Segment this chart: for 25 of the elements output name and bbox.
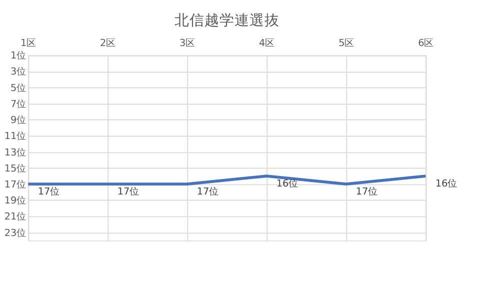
y-tick-label: 23位 [4,226,27,239]
y-tick-label: 13位 [4,146,27,158]
y-tick-label: 19位 [4,194,27,207]
data-label: 16位 [435,178,458,190]
y-tick-label: 11位 [4,130,27,142]
x-tick-label: 4区 [259,38,276,50]
x-tick-label: 1区 [20,38,37,50]
x-tick-label: 3区 [180,38,196,50]
y-tick-label: 7位 [10,98,27,110]
y-tick-label: 17位 [4,178,27,190]
data-label: 17位 [38,186,60,198]
y-tick-label: 15位 [4,162,27,174]
y-tick-label: 3位 [10,66,27,78]
chart-title: 北信越学連選抜 [174,12,280,30]
y-tick-label: 9位 [10,114,27,126]
data-label: 17位 [356,186,378,198]
data-label: 16位 [276,178,299,190]
x-tick-label: 2区 [100,38,116,50]
y-tick-label: 21位 [4,210,27,223]
y-tick-label: 5位 [10,82,27,94]
data-label: 17位 [196,186,220,198]
x-tick-label: 6区 [418,38,434,50]
x-tick-label: 5区 [338,38,355,50]
data-label: 17位 [117,186,140,198]
y-tick-label: 1位 [10,50,27,62]
